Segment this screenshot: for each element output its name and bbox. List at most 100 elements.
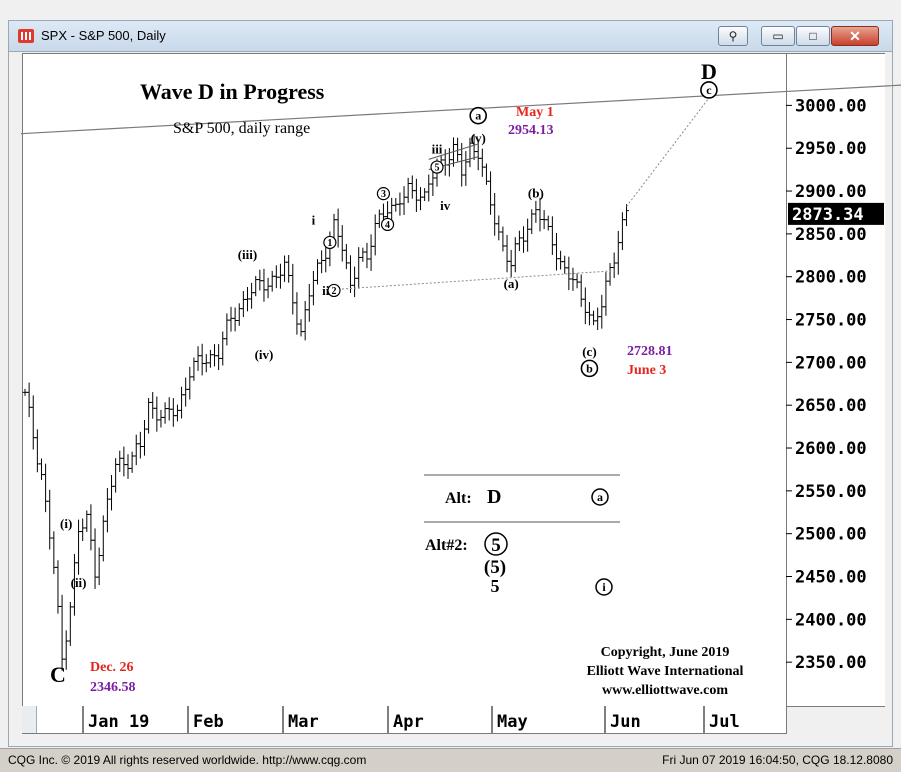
last-price-box — [788, 202, 884, 225]
maximize-button[interactable]: □ — [796, 26, 830, 46]
alt-label: Alt: — [445, 490, 472, 507]
wave-label: a — [475, 109, 481, 123]
wave-circle-ring — [469, 106, 488, 125]
window-title: SPX - S&P 500, Daily — [41, 28, 166, 43]
status-copyright: CQG Inc. © 2019 All rights reserved worl… — [8, 753, 367, 767]
alt2-big: 5 — [491, 535, 501, 556]
close-button[interactable]: ✕ — [831, 26, 879, 46]
trendlines — [20, 84, 901, 291]
wave-circle-ring — [430, 160, 444, 174]
price-tick-label: 2700.00 — [795, 353, 867, 373]
app-icon — [18, 29, 34, 43]
alt2-big-ring — [484, 532, 508, 556]
wave-circle-ring — [380, 217, 395, 232]
price-axis: 2350.00 2400.00 2450.00 2500.00 2550.00 2600.… — [786, 96, 884, 673]
dec26-label: Dec. 26 — [90, 660, 134, 675]
price-tick-label: 2900.00 — [795, 182, 867, 202]
status-bar: CQG Inc. © 2019 All rights reserved worl… — [0, 748, 901, 772]
month-label: Feb — [193, 712, 224, 732]
wave-label: 5 — [435, 163, 440, 174]
price-tick-label: 2650.00 — [795, 396, 867, 416]
price-tick-label: 2500.00 — [795, 525, 867, 545]
wave-labels: C(i)(ii)(iii)(iv)iiiiiiiv12345a(v)(b)(a)… — [50, 59, 718, 687]
month-label: Jun — [610, 712, 641, 732]
wave-label: D — [701, 59, 717, 84]
wave-label: i — [312, 213, 316, 228]
month-label: Jan 19 — [88, 712, 149, 732]
price-tick-label: 2950.00 — [795, 139, 867, 159]
price-tick-label: 2550.00 — [795, 482, 867, 502]
horizontal-scrollbar[interactable] — [22, 706, 37, 733]
alt2-circle-text: i — [602, 580, 606, 594]
price-tick-label: 3000.00 — [795, 96, 867, 116]
wave-circle-ring — [580, 359, 599, 378]
date-axis-panel — [22, 706, 787, 734]
wave-label: c — [706, 83, 712, 97]
minimize-icon: ▭ — [772, 29, 784, 43]
alt2-paren: (5) — [484, 557, 506, 578]
wedge-top-line — [428, 143, 479, 160]
copyright-line3: www.elliottwave.com — [602, 683, 728, 698]
title-bar[interactable]: SPX - S&P 500, Daily ⚲ ▭ □ ✕ — [9, 21, 892, 52]
copyright-line1: Copyright, June 2019 — [601, 645, 730, 660]
minimize-button[interactable]: ▭ — [761, 26, 795, 46]
upper-trendline — [20, 84, 901, 135]
status-timestamp: Fri Jun 07 2019 16:04:50, CQG 18.12.8080 — [662, 753, 893, 767]
month-label: Mar — [288, 712, 319, 732]
dec26-value: 2346.58 — [90, 680, 136, 695]
wave-label: (v) — [471, 130, 486, 145]
alt2-circle-ring — [595, 578, 613, 596]
wave-circle-ring — [323, 235, 337, 250]
wave-label: 3 — [381, 189, 386, 200]
wave-label: (i) — [60, 516, 72, 531]
wave-label: 4 — [385, 220, 390, 231]
price-tick-label: 2600.00 — [795, 439, 867, 459]
wave-label: (b) — [528, 185, 544, 200]
wave-label: C — [50, 662, 66, 687]
link-button[interactable]: ⚲ — [718, 26, 748, 46]
wave-label: iii — [432, 142, 443, 157]
month-label: Apr — [393, 712, 424, 732]
alt2-plain: 5 — [491, 576, 500, 596]
wave-label: ii — [322, 283, 330, 298]
price-tick-label: 2800.00 — [795, 268, 867, 288]
chart-subtitle: S&P 500, daily range — [173, 120, 310, 137]
date-axis: Jan 19 Feb Mar Apr May Jun Jul — [82, 706, 740, 733]
price-tick-label: 2400.00 — [795, 610, 867, 630]
copyright-line2: Elliott Wave International — [587, 664, 744, 679]
may1-value: 2954.13 — [508, 123, 554, 138]
wave-label: (iv) — [255, 347, 274, 362]
wave-label: b — [586, 361, 593, 375]
month-label: Jul — [709, 712, 740, 732]
wave-circle-ring — [327, 283, 341, 298]
wave-label: 1 — [327, 238, 332, 249]
chart-plot-area[interactable] — [22, 53, 787, 707]
wave-label: 2 — [332, 286, 337, 297]
alt-circle-ring — [591, 488, 609, 506]
wave-circle-ring — [700, 81, 718, 99]
wave-label: (c) — [582, 344, 596, 359]
chart-title: Wave D in Progress — [140, 79, 325, 104]
price-tick-label: 2850.00 — [795, 225, 867, 245]
wave-label: iv — [440, 198, 451, 213]
price-tick-label: 2350.00 — [795, 653, 867, 673]
wave-label: (ii) — [71, 575, 87, 590]
last-price-label: 2873.34 — [792, 205, 864, 225]
link-icon: ⚲ — [728, 29, 738, 43]
maximize-icon: □ — [809, 29, 817, 43]
alt-circle-text: a — [597, 490, 603, 504]
price-tick-label: 2450.00 — [795, 568, 867, 588]
ohlc-bars — [22, 134, 629, 671]
wave-circle-ring — [376, 187, 391, 201]
projection-line — [626, 92, 714, 207]
close-icon: ✕ — [849, 27, 861, 44]
june3-label: June 3 — [627, 363, 666, 378]
wave-label: (iii) — [238, 247, 258, 262]
lower-trendline — [333, 270, 615, 291]
wave-label: (a) — [504, 276, 519, 291]
may1-label: May 1 — [516, 105, 554, 120]
june3-value: 2728.81 — [627, 344, 673, 359]
alt-wave: D — [487, 486, 501, 508]
alt2-label: Alt#2: — [425, 537, 468, 554]
